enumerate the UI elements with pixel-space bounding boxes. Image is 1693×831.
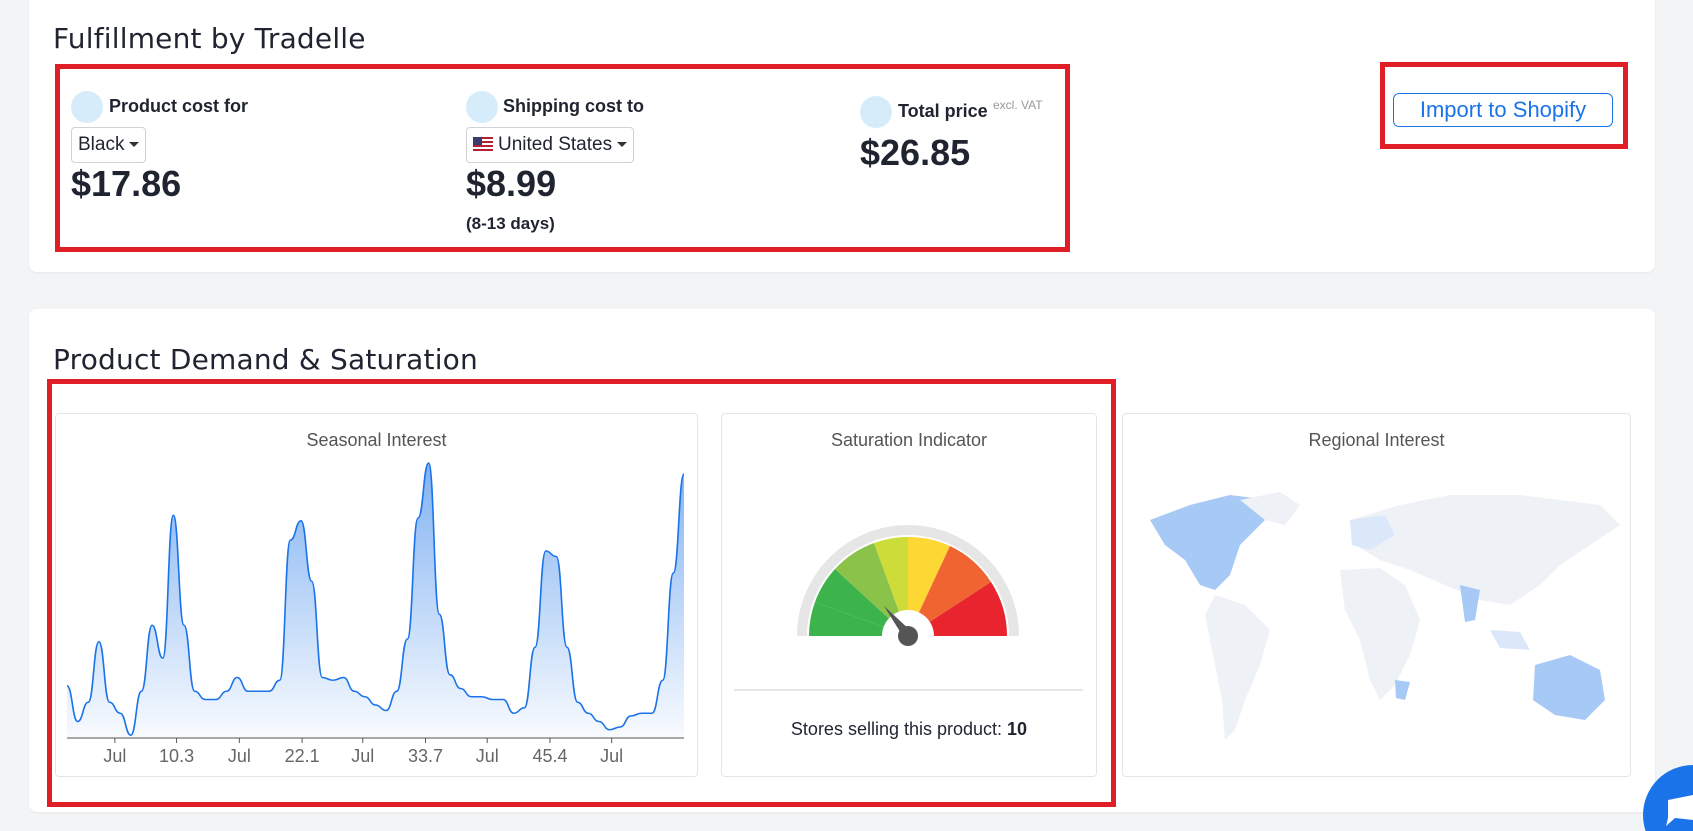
label: Total price (898, 101, 988, 121)
icon (466, 91, 498, 123)
x-tick-label: Jul (476, 746, 499, 766)
gauge (797, 525, 1019, 646)
section-title: Fulfillment by Tradelle (53, 22, 366, 55)
x-tick-label: 33.7 (408, 746, 443, 766)
select-text: Black (78, 134, 125, 155)
x-tick-label: Jul (600, 746, 623, 766)
highlight-box (1380, 62, 1628, 149)
x-tick-label: Jul (228, 746, 251, 766)
stores-text: Stores selling this product: 10 (721, 719, 1097, 740)
panel-title: Seasonal Interest (306, 430, 447, 450)
country-select[interactable]: United States (466, 127, 635, 163)
note: excl. VAT (993, 98, 1043, 112)
x-tick-label: Jul (103, 746, 126, 766)
color-select[interactable]: Black (71, 127, 147, 163)
highlight-box (55, 64, 1070, 252)
label: Product cost for (109, 96, 249, 116)
line (66, 462, 685, 737)
icon (860, 96, 892, 128)
x-tick-label: 10.3 (159, 746, 194, 766)
panel-title: Saturation Indicator (830, 430, 988, 450)
delivery-days: (8-13 days) (466, 214, 555, 233)
select-text: United States (498, 134, 613, 155)
icon (71, 91, 103, 123)
label: Shipping cost to (503, 96, 644, 116)
chat-icon (1666, 795, 1693, 826)
price: $17.86 (71, 163, 182, 204)
stores-value: 10 (1007, 719, 1028, 739)
import-button[interactable]: Import to Shopify (1393, 93, 1613, 127)
section-title: Product Demand & Saturation (53, 343, 478, 376)
x-tick-label: 22.1 (285, 746, 320, 766)
x-tick-label: 45.4 (532, 746, 567, 766)
stores-label: Stores selling this product: (790, 719, 1003, 739)
x-tick-label: Jul (351, 746, 374, 766)
world-map (1150, 492, 1620, 740)
price: $26.85 (860, 132, 971, 173)
price: $8.99 (466, 163, 557, 204)
highlight-box (47, 379, 1116, 807)
area (67, 463, 684, 738)
panel-title: Regional Interest (1308, 430, 1445, 450)
flag (473, 137, 493, 151)
